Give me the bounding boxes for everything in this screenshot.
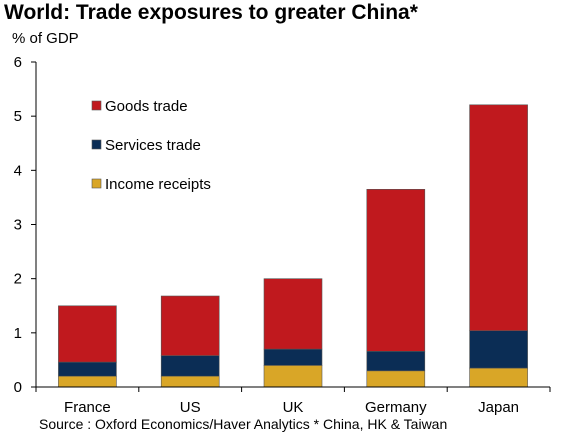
- bar-us-goods-trade: [160, 295, 220, 356]
- legend-label-income-receipts: Income receipts: [105, 176, 211, 193]
- bar-france-services-trade: [58, 361, 117, 377]
- legend-swatch-income-receipts: [91, 178, 102, 189]
- y-tick-label: 5: [14, 108, 22, 125]
- bar-us-services-trade: [160, 355, 220, 377]
- axes-layer: France US UK Germany Japan 0 1 2 3 4 5 6: [14, 54, 551, 416]
- y-tick-label: 1: [14, 325, 22, 342]
- x-tick-label: France: [64, 399, 111, 416]
- y-tick-label: 6: [14, 54, 22, 71]
- x-tick-label: UK: [283, 399, 304, 416]
- legend: Goods trade Services trade Income receipts: [91, 98, 211, 193]
- x-tick-label: US: [180, 399, 201, 416]
- legend-swatch-services-trade: [91, 139, 102, 150]
- bar-japan-goods-trade: [469, 104, 528, 331]
- bar-germany-income-receipts: [366, 370, 426, 388]
- legend-swatch-goods-trade: [91, 100, 102, 111]
- bar-japan-services-trade: [469, 330, 528, 369]
- chart-title: World: Trade exposures to greater China*: [4, 1, 418, 24]
- x-tick-label: Japan: [478, 399, 519, 416]
- legend-label-services-trade: Services trade: [105, 137, 201, 154]
- y-axis-unit-label: % of GDP: [12, 30, 79, 47]
- x-tick-label: Germany: [365, 399, 427, 416]
- y-tick-label: 0: [14, 379, 22, 396]
- bar-germany-services-trade: [366, 350, 426, 372]
- bar-japan-income-receipts: [469, 367, 528, 388]
- bar-france-income-receipts: [58, 375, 117, 388]
- y-tick-label: 3: [14, 217, 22, 234]
- bar-germany-goods-trade: [366, 189, 426, 352]
- bar-uk-income-receipts: [263, 364, 323, 388]
- bar-uk-services-trade: [263, 348, 323, 366]
- bar-france-goods-trade: [58, 305, 117, 363]
- bar-us-income-receipts: [160, 375, 220, 388]
- y-tick-label: 4: [14, 162, 22, 179]
- legend-label-goods-trade: Goods trade: [105, 98, 188, 115]
- source-note: Source : Oxford Economics/Haver Analytic…: [39, 416, 448, 432]
- y-tick-label: 2: [14, 271, 22, 288]
- bar-uk-goods-trade: [263, 278, 323, 350]
- bars-layer: [58, 104, 528, 388]
